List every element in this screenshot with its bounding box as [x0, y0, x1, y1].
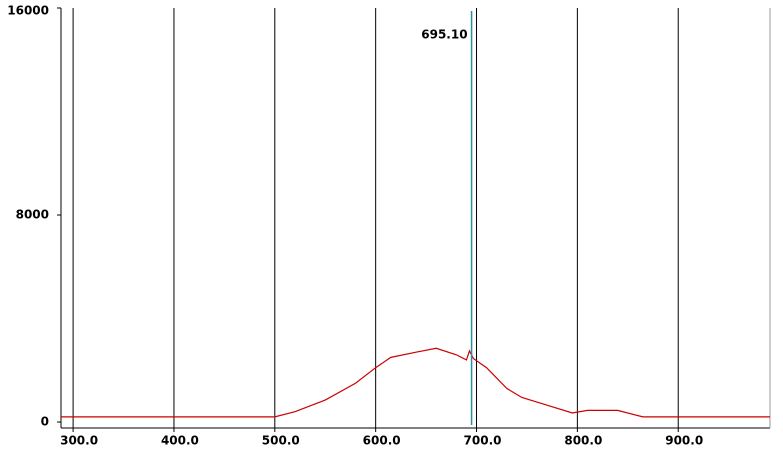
x-tick-label: 900.0	[665, 434, 703, 448]
x-tick-label: 500.0	[262, 434, 300, 448]
x-tick-label: 400.0	[161, 434, 199, 448]
y-tick-label: 16000	[7, 4, 49, 18]
x-tick-label: 600.0	[363, 434, 401, 448]
x-tick-label: 300.0	[60, 434, 98, 448]
x-tick-label: 800.0	[564, 434, 602, 448]
spectrum-line	[61, 347, 770, 418]
y-tick-label: 8000	[16, 208, 49, 222]
cursor-label: 695.10	[421, 28, 467, 42]
x-tick-label: 700.0	[464, 434, 502, 448]
y-tick-label: 0	[41, 415, 49, 429]
